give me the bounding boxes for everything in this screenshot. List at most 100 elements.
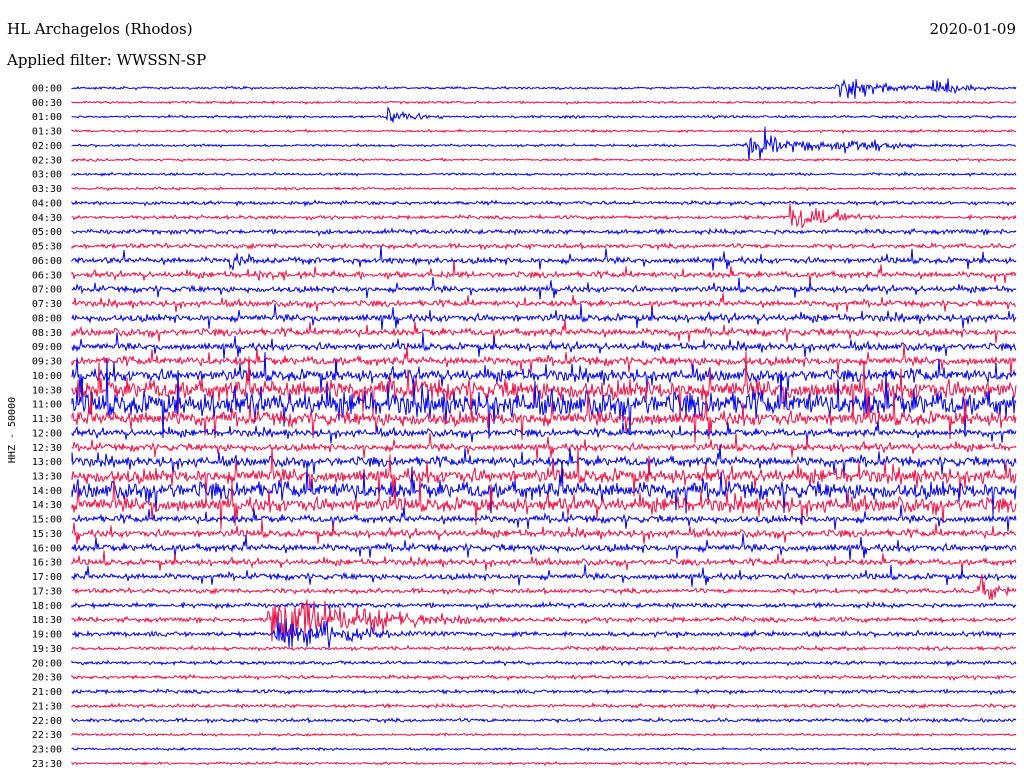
tick-label-2300: 23:00 bbox=[32, 745, 62, 756]
tick-label-0900: 09:00 bbox=[32, 342, 62, 353]
tick-label-2330: 23:30 bbox=[32, 759, 62, 770]
tick-label-0830: 08:30 bbox=[32, 328, 62, 339]
trace-line-1700 bbox=[71, 564, 1017, 587]
tick-label-0630: 06:30 bbox=[32, 270, 62, 281]
trace-line-2030 bbox=[71, 673, 1017, 682]
trace-line-1630 bbox=[71, 550, 1017, 571]
trace-line-2300 bbox=[71, 746, 1017, 752]
tick-label-1800: 18:00 bbox=[32, 601, 62, 612]
tick-label-1530: 15:30 bbox=[32, 529, 62, 540]
tick-label-2230: 22:30 bbox=[32, 730, 62, 741]
tick-label-0500: 05:00 bbox=[32, 227, 62, 238]
trace-line-0900 bbox=[71, 332, 1017, 359]
tick-label-1600: 16:00 bbox=[32, 543, 62, 554]
tick-label-0430: 04:30 bbox=[32, 213, 62, 224]
trace-line-0500 bbox=[71, 227, 1017, 238]
tick-label-1330: 13:30 bbox=[32, 471, 62, 482]
tick-label-0600: 06:00 bbox=[32, 256, 62, 267]
tick-label-0400: 04:00 bbox=[32, 198, 62, 209]
station-title: HL Archagelos (Rhodos) bbox=[7, 20, 193, 38]
trace-line-1830 bbox=[71, 599, 1017, 643]
tick-label-1200: 12:00 bbox=[32, 428, 62, 439]
tick-label-1030: 10:30 bbox=[32, 385, 62, 396]
trace-line-2230 bbox=[71, 731, 1017, 738]
tick-label-1000: 10:00 bbox=[32, 371, 62, 382]
trace-line-0230 bbox=[71, 157, 1017, 164]
tick-label-2200: 22:00 bbox=[32, 716, 62, 727]
trace-line-0800 bbox=[71, 303, 1017, 331]
trace-line-1730 bbox=[71, 573, 1017, 601]
date-label: 2020-01-09 bbox=[929, 20, 1016, 38]
tick-label-0300: 03:00 bbox=[32, 170, 62, 181]
tick-label-0930: 09:30 bbox=[32, 357, 62, 368]
tick-label-1130: 11:30 bbox=[32, 414, 62, 425]
trace-line-0530 bbox=[71, 241, 1017, 251]
trace-line-2330 bbox=[71, 760, 1017, 767]
tick-label-1400: 14:00 bbox=[32, 486, 62, 497]
trace-line-0100 bbox=[71, 106, 1017, 123]
filter-label: Applied filter: WWSSN-SP bbox=[7, 51, 207, 69]
tick-label-1900: 19:00 bbox=[32, 630, 62, 641]
trace-line-1530 bbox=[71, 519, 1017, 544]
trace-line-1330 bbox=[71, 447, 1017, 501]
trace-line-0200 bbox=[71, 126, 1017, 161]
trace-line-1030 bbox=[71, 351, 1017, 423]
trace-line-1300 bbox=[71, 444, 1017, 476]
tick-label-1630: 16:30 bbox=[32, 558, 62, 569]
tick-label-2130: 21:30 bbox=[32, 701, 62, 712]
tick-label-2100: 21:00 bbox=[32, 687, 62, 698]
trace-line-0830 bbox=[71, 319, 1017, 344]
trace-line-0000 bbox=[71, 78, 1017, 99]
tick-label-0230: 02:30 bbox=[32, 155, 62, 166]
tick-label-0000: 00:00 bbox=[32, 84, 62, 95]
tick-label-0800: 08:00 bbox=[32, 313, 62, 324]
trace-line-2100 bbox=[71, 687, 1017, 696]
trace-line-1130 bbox=[71, 389, 1017, 444]
trace-line-1600 bbox=[71, 533, 1017, 561]
tick-label-0030: 00:30 bbox=[32, 98, 62, 109]
tick-label-0330: 03:30 bbox=[32, 184, 62, 195]
tick-label-1730: 17:30 bbox=[32, 586, 62, 597]
trace-line-0600 bbox=[71, 245, 1017, 271]
trace-line-1900 bbox=[71, 618, 1017, 649]
trace-line-1230 bbox=[71, 432, 1017, 460]
tick-label-0200: 02:00 bbox=[32, 141, 62, 152]
trace-line-0730 bbox=[71, 293, 1017, 313]
tick-label-1430: 14:30 bbox=[32, 500, 62, 511]
trace-line-0030 bbox=[71, 99, 1017, 106]
tick-label-2030: 20:30 bbox=[32, 673, 62, 684]
tick-label-1930: 19:30 bbox=[32, 644, 62, 655]
trace-line-2130 bbox=[71, 701, 1017, 710]
trace-line-0630 bbox=[71, 260, 1017, 284]
trace-line-2000 bbox=[71, 658, 1017, 668]
trace-line-0430 bbox=[71, 203, 1017, 229]
trace-line-1800 bbox=[71, 600, 1017, 611]
trace-line-0130 bbox=[71, 128, 1017, 135]
tick-label-0530: 05:30 bbox=[32, 242, 62, 253]
trace-line-1100 bbox=[71, 357, 1017, 439]
trace-line-1000 bbox=[71, 352, 1017, 393]
tick-label-2000: 20:00 bbox=[32, 658, 62, 669]
trace-line-0300 bbox=[71, 170, 1017, 177]
tick-label-1830: 18:30 bbox=[32, 615, 62, 626]
tick-label-1500: 15:00 bbox=[32, 515, 62, 526]
tick-label-0730: 07:30 bbox=[32, 299, 62, 310]
tick-label-0100: 01:00 bbox=[32, 112, 62, 123]
trace-line-1200 bbox=[71, 420, 1017, 444]
tick-label-1100: 11:00 bbox=[32, 400, 62, 411]
tick-label-0130: 01:30 bbox=[32, 127, 62, 138]
trace-line-1430 bbox=[71, 475, 1017, 530]
trace-line-0930 bbox=[71, 344, 1017, 376]
trace-line-1930 bbox=[71, 644, 1017, 653]
tick-label-1300: 13:00 bbox=[32, 457, 62, 468]
trace-line-1400 bbox=[71, 461, 1017, 516]
trace-line-0400 bbox=[71, 199, 1017, 208]
tick-label-1700: 17:00 bbox=[32, 572, 62, 583]
tick-label-1230: 12:30 bbox=[32, 443, 62, 454]
trace-line-0330 bbox=[71, 186, 1017, 192]
trace-line-1500 bbox=[71, 504, 1017, 532]
tick-label-0700: 07:00 bbox=[32, 285, 62, 296]
trace-line-2200 bbox=[71, 716, 1017, 725]
